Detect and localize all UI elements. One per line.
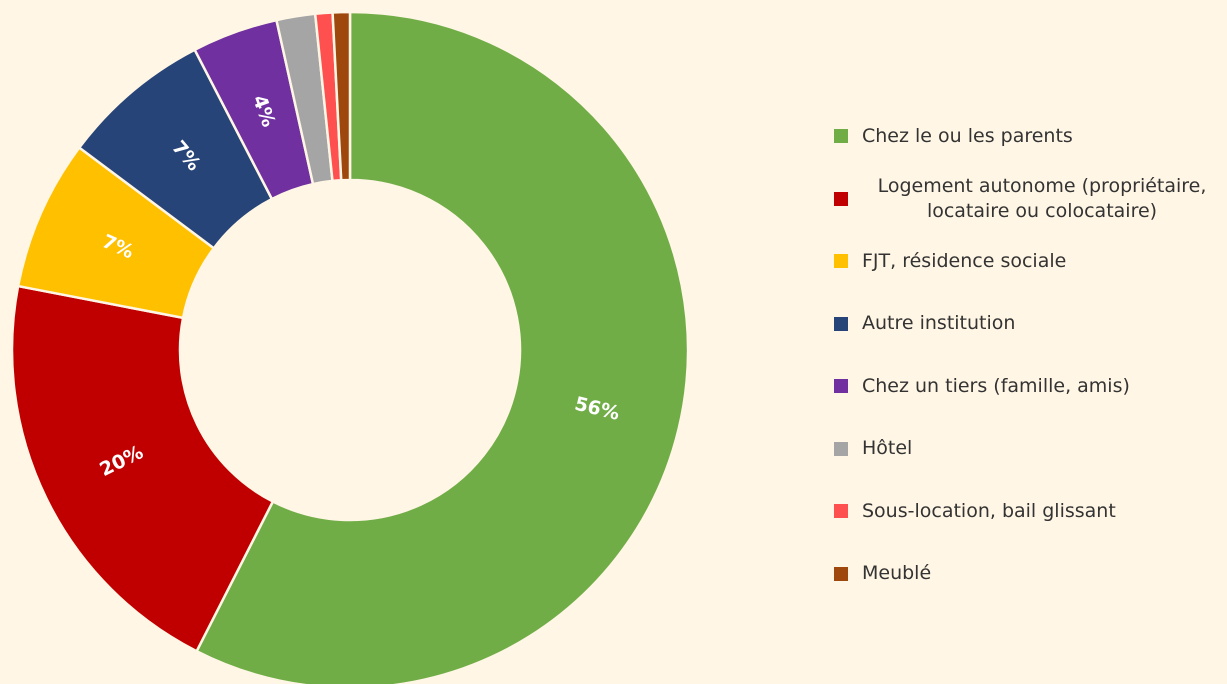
legend-label: Autre institution (862, 312, 1016, 335)
legend: Chez le ou les parents Logement autonome … (834, 105, 1227, 605)
legend-swatch (834, 504, 848, 519)
slice (10, 284, 275, 653)
legend-label: Chez un tiers (famille, amis) (862, 374, 1130, 397)
legend-entry: Autre institution (834, 293, 1227, 356)
legend-swatch (834, 316, 848, 331)
legend-entry: Chez le ou les parents (834, 105, 1227, 168)
legend-entry: Chez un tiers (famille, amis) (834, 355, 1227, 418)
legend-swatch (834, 191, 848, 206)
legend-entry: FJT, résidence sociale (834, 230, 1227, 293)
legend-label: Hôtel (862, 437, 913, 460)
legend-entry: Sous-location, bail glissant (834, 480, 1227, 543)
legend-label: Chez le ou les parents (862, 124, 1073, 147)
legend-label: Sous-location, bail glissant (862, 499, 1116, 522)
legend-swatch (834, 566, 848, 581)
legend-label: Meublé (862, 562, 932, 585)
legend-label: FJT, résidence sociale (862, 249, 1067, 272)
legend-swatch (834, 129, 848, 144)
legend-entry: Logement autonome (propriétaire, locatai… (834, 168, 1227, 231)
slice (331, 10, 352, 182)
legend-entry: Meublé (834, 543, 1227, 606)
legend-swatch (834, 441, 848, 456)
legend-entry: Hôtel (834, 418, 1227, 481)
legend-label: Logement autonome (propriétaire, locatai… (877, 174, 1207, 222)
legend-swatch (834, 254, 848, 269)
slice (194, 10, 690, 684)
legend-swatch (834, 379, 848, 394)
